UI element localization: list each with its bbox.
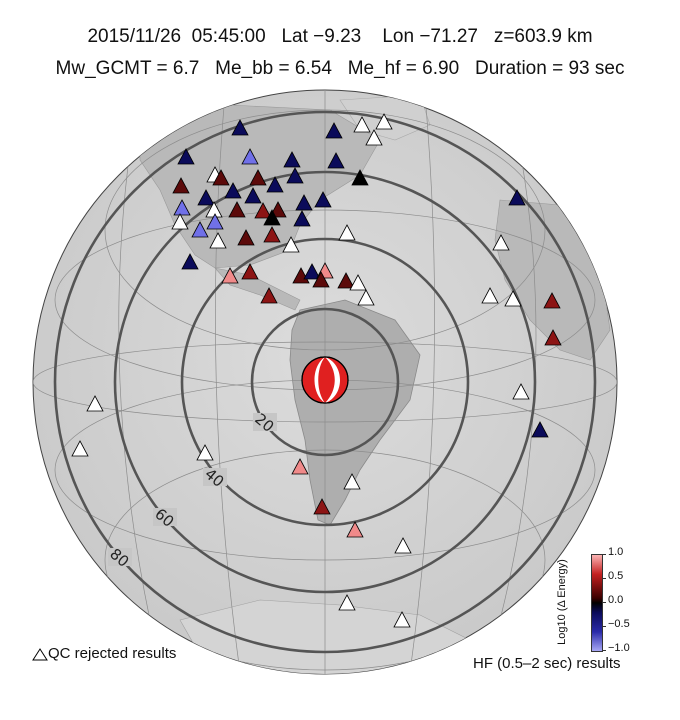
station-qc-rejected-triangle [357, 289, 375, 306]
ring-label-bg-20 [253, 413, 277, 431]
station-triangle [241, 148, 259, 165]
station-triangle [263, 209, 281, 226]
station-triangle [263, 226, 281, 243]
station-triangle [327, 152, 345, 169]
station-qc-rejected-triangle [365, 129, 383, 146]
station-qc-rejected-triangle [512, 383, 530, 400]
station-qc-rejected-triangle [338, 594, 356, 611]
station-qc-rejected-triangle [86, 395, 104, 412]
distance-rings [53, 110, 597, 654]
station-triangle [244, 187, 262, 204]
station-qc-rejected-triangle [196, 444, 214, 461]
station-triangle [237, 229, 255, 246]
colorbar [591, 554, 603, 652]
colorbar-label: Log10 (Δ Energy) [556, 559, 568, 645]
station-triangle [325, 122, 343, 139]
station-triangle [212, 169, 230, 186]
colorbar-tick-1: 1.0 [608, 546, 624, 558]
station-qc-rejected-triangle [282, 236, 300, 253]
station-triangle [177, 148, 195, 165]
station-triangle [531, 421, 549, 438]
station-triangle [313, 498, 331, 515]
station-qc-rejected-triangle [394, 537, 412, 554]
station-qc-rejected-triangle [375, 113, 393, 130]
station-triangle [191, 221, 209, 238]
station-triangle [283, 151, 301, 168]
focal-mechanism-beachball [301, 356, 349, 404]
station-triangle [508, 189, 526, 206]
station-triangle [206, 213, 224, 230]
station-qc-rejected-triangle [492, 234, 510, 251]
station-triangle [173, 199, 191, 216]
station-qc-rejected-triangle [349, 274, 367, 291]
station-triangle [295, 194, 313, 211]
colorbar-tick-2: 0.5 [608, 570, 624, 582]
colorbar-tick-4: −0.5 [608, 618, 630, 630]
station-triangle [293, 210, 311, 227]
station-qc-rejected-triangle [481, 287, 499, 304]
colorbar-tick-3: 0.0 [608, 594, 624, 606]
hf-band-label: HF (0.5–2 sec) results [473, 655, 621, 672]
station-qc-rejected-triangle [353, 116, 371, 133]
qc-legend-label: QC rejected results [48, 645, 177, 662]
station-triangle [544, 329, 562, 346]
station-triangle [337, 272, 355, 289]
station-triangle [228, 201, 246, 218]
ring-80 [53, 110, 597, 654]
colorbar-tick-5: −1.0 [608, 642, 630, 654]
station-triangle [346, 521, 364, 538]
station-triangle [266, 176, 284, 193]
station-triangle [286, 167, 304, 184]
station-qc-rejected-triangle [504, 290, 522, 307]
station-qc-rejected-triangle [71, 440, 89, 457]
station-triangle [351, 169, 369, 186]
station-triangle [224, 182, 242, 199]
station-triangle [172, 177, 190, 194]
station-triangle [260, 287, 278, 304]
station-qc-rejected-triangle [393, 611, 411, 628]
station-triangle [312, 271, 330, 288]
station-triangle [254, 202, 272, 219]
event-header-line-1: 2015/11/26 05:45:00 Lat −9.23 Lon −71.27… [87, 26, 593, 47]
station-triangle [543, 292, 561, 309]
ring-label-bg-80 [108, 548, 132, 566]
station-triangle [249, 169, 267, 186]
station-triangle [231, 119, 249, 136]
station-triangle [241, 263, 259, 280]
station-qc-rejected-triangle [171, 213, 189, 230]
station-triangle [291, 458, 309, 475]
ring-label-bg-60 [153, 508, 177, 526]
station-qc-rejected-triangle [338, 224, 356, 241]
station-qc-rejected-triangle [343, 473, 361, 490]
station-triangle [197, 189, 215, 206]
ring-60 [113, 170, 537, 594]
qc-legend-triangle-icon [32, 648, 48, 661]
station-triangle [314, 191, 332, 208]
station-triangle [221, 267, 239, 284]
ring-20 [250, 307, 400, 457]
ring-40 [180, 237, 470, 527]
station-markers [71, 113, 562, 628]
station-triangle [181, 253, 199, 270]
station-triangle [303, 263, 321, 280]
ring-label-bg-40 [203, 468, 227, 486]
qc-legend: QC rejected results [28, 645, 176, 662]
station-qc-rejected-triangle [209, 232, 227, 249]
event-header-line-2: Mw_GCMT = 6.7 Me_bb = 6.54 Me_hf = 6.90 … [55, 58, 625, 79]
